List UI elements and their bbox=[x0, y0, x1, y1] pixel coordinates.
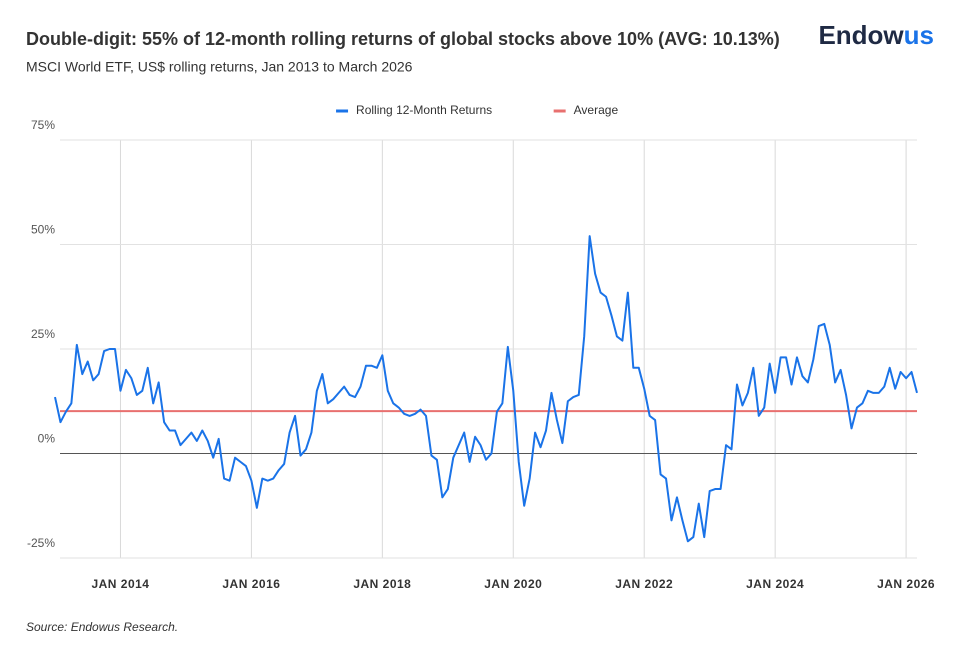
logo: Endowus bbox=[818, 20, 934, 50]
x-tick-label: JAN 2026 bbox=[877, 577, 935, 591]
y-tick-label: 25% bbox=[31, 327, 55, 341]
legend-label: Average bbox=[574, 103, 619, 117]
x-tick-label: JAN 2014 bbox=[91, 577, 149, 591]
x-tick-label: JAN 2022 bbox=[615, 577, 673, 591]
data-line bbox=[54, 235, 918, 543]
chart-subtitle: MSCI World ETF, US$ rolling returns, Jan… bbox=[26, 59, 413, 75]
logo-part: us bbox=[904, 20, 934, 50]
x-tick-label: JAN 2020 bbox=[484, 577, 542, 591]
y-tick-label: 75% bbox=[31, 118, 55, 132]
x-tick-label: JAN 2016 bbox=[222, 577, 280, 591]
y-tick-label: 50% bbox=[31, 223, 55, 237]
legend-label: Rolling 12-Month Returns bbox=[356, 103, 492, 117]
x-tick-label: JAN 2024 bbox=[746, 577, 804, 591]
x-tick-label: JAN 2018 bbox=[353, 577, 411, 591]
y-tick-label: 0% bbox=[38, 432, 56, 446]
chart-title: Double-digit: 55% of 12-month rolling re… bbox=[26, 29, 780, 49]
source-note: Source: Endowus Research. bbox=[26, 620, 178, 634]
y-tick-label: -25% bbox=[27, 536, 55, 550]
logo-part: Endow bbox=[818, 20, 904, 50]
